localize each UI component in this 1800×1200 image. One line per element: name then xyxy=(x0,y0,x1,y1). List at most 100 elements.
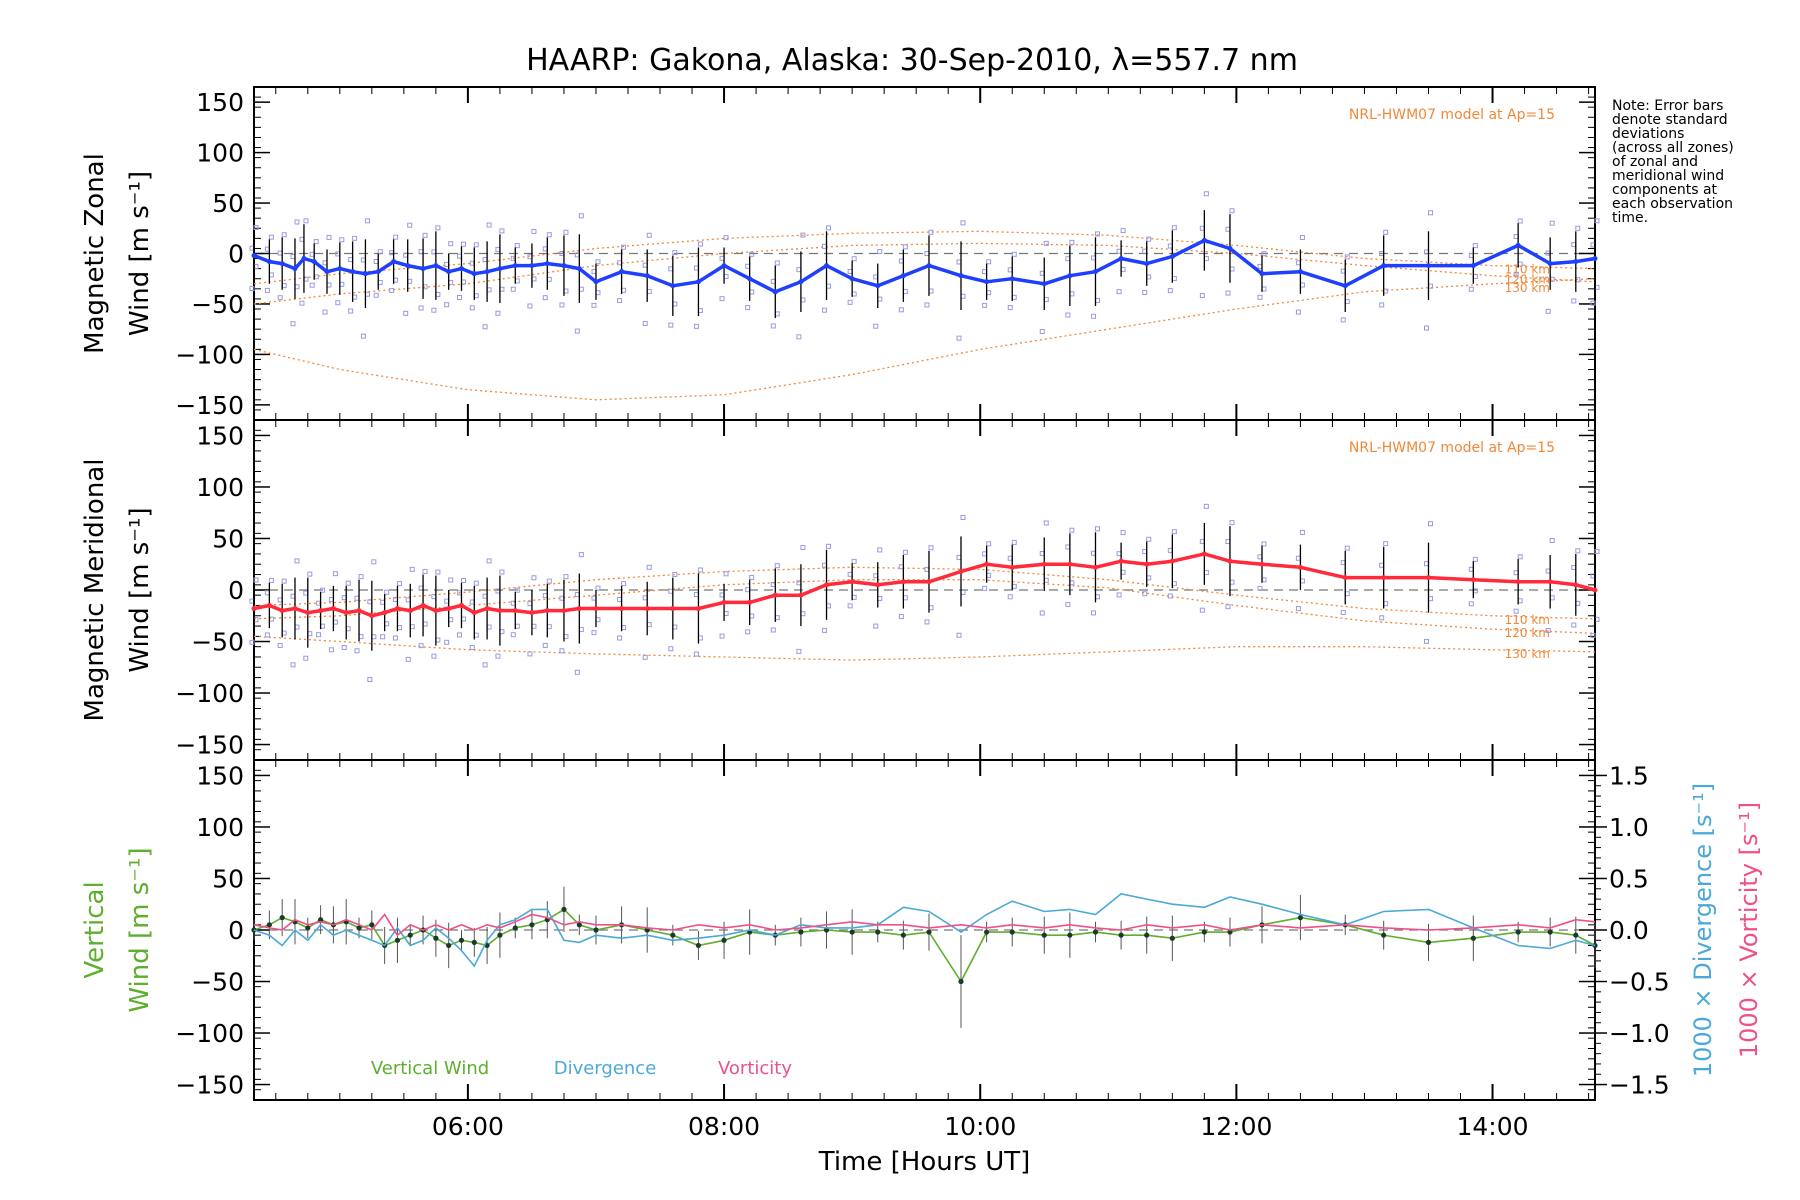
meridional-model-curve xyxy=(253,579,1596,634)
meridional-model-curve xyxy=(253,635,1596,661)
legend-vertical-wind: Vertical Wind xyxy=(371,1058,489,1079)
meridional-scatter-point xyxy=(531,575,537,581)
meridional-scatter-point xyxy=(986,541,992,547)
zonal-wind-point xyxy=(747,276,753,282)
meridional-wind-point xyxy=(593,606,599,612)
zonal-scatter-point xyxy=(1295,309,1301,315)
meridional-scatter-point xyxy=(1383,541,1389,547)
zonal-wind-point xyxy=(900,273,906,279)
zonal-scatter-point xyxy=(617,298,623,304)
meridional-scatter-point xyxy=(341,644,347,650)
series-line-vorticity xyxy=(253,913,1596,937)
zonal-scatter-point xyxy=(486,222,492,228)
meridional-ytick-label: −100 xyxy=(175,679,244,708)
meridional-scatter-point xyxy=(320,587,326,593)
zonal-scatter-point xyxy=(495,310,501,316)
vertical-wind-point xyxy=(670,932,676,938)
meridional-scatter-point xyxy=(499,569,505,575)
zonal-scatter-point xyxy=(1069,239,1075,245)
zonal-scatter-point xyxy=(326,234,332,240)
vertical-wind-point xyxy=(1515,929,1521,935)
zonal-scatter-point xyxy=(1171,225,1177,231)
vertical-ytick-label: −150 xyxy=(175,1071,244,1100)
zonal-scatter-point xyxy=(563,229,569,235)
zonal-scatter-point xyxy=(253,225,259,231)
meridional-scatter-point xyxy=(409,566,415,572)
zonal-scatter-point xyxy=(693,323,699,329)
zonal-wind-point xyxy=(362,271,368,277)
vertical-y2tick-label: 1.0 xyxy=(1609,813,1649,842)
zonal-scatter-point xyxy=(1167,288,1173,294)
zonal-scatter-point xyxy=(277,295,283,301)
meridional-wind-point xyxy=(318,608,324,614)
vertical-wind-point xyxy=(695,942,702,949)
divergence-axis-label: 1000 × Divergence [s⁻¹] xyxy=(1689,783,1717,1077)
meridional-wind-point xyxy=(279,608,285,614)
meridional-scatter-point xyxy=(1513,608,1519,614)
vertical-wind-point xyxy=(1227,929,1233,935)
zonal-scatter-point xyxy=(1065,312,1071,318)
vertical-wind-point xyxy=(958,978,964,985)
zonal-wind-point xyxy=(458,266,464,272)
zonal-wind-point xyxy=(1547,261,1553,267)
zonal-scatter-point xyxy=(982,302,988,308)
zonal-wind-point xyxy=(375,269,381,275)
meridional-scatter-point xyxy=(495,653,501,659)
meridional-wind-point xyxy=(330,606,336,612)
zonal-scatter-point xyxy=(313,239,319,245)
meridional-wind-point xyxy=(1342,575,1348,581)
meridional-scatter-point xyxy=(380,634,386,640)
note-line-9: time. xyxy=(1612,210,1648,226)
zonal-wind-point xyxy=(1144,261,1150,267)
note-line-2: denote standard xyxy=(1612,112,1728,128)
meridional-scatter-point xyxy=(796,648,802,654)
meridional-wind-point xyxy=(644,606,650,612)
zonal-scatter-point xyxy=(1203,191,1209,197)
meridional-scatter-point xyxy=(307,571,313,577)
zonal-wind-point xyxy=(670,283,676,289)
zonal-scatter-point xyxy=(473,242,479,248)
zonal-wind-point xyxy=(433,263,439,269)
meridional-scatter-point xyxy=(774,563,780,569)
meridional-ytick-label: 150 xyxy=(196,421,244,450)
zonal-wind-point xyxy=(405,263,411,269)
vertical-wind-point xyxy=(305,925,311,931)
zonal-scatter-point xyxy=(672,249,678,255)
vertical-y2tick-label: −1.0 xyxy=(1609,1019,1670,1048)
vertical-wind-point xyxy=(512,925,518,931)
zonal-ytick-label: −50 xyxy=(191,290,244,319)
vorticity-axis-label: 1000 × Vorticity [s⁻¹] xyxy=(1735,802,1763,1058)
meridional-scatter-point xyxy=(1517,554,1523,560)
zonal-scatter-point xyxy=(723,235,729,241)
meridional-scatter-point xyxy=(1171,529,1177,535)
meridional-wind-point xyxy=(670,606,676,612)
zonal-scatter-point xyxy=(1590,300,1596,306)
meridional-wind-point xyxy=(1118,558,1124,564)
legend-vorticity: Vorticity xyxy=(718,1058,792,1079)
zonal-scatter-point xyxy=(303,218,309,224)
meridional-wind-point xyxy=(926,579,932,585)
zonal-wind-point xyxy=(875,283,881,289)
zonal-scatter-point xyxy=(956,335,962,341)
zonal-scatter-point xyxy=(1257,294,1263,300)
zonal-wind-point xyxy=(292,266,298,272)
zonal-scatter-point xyxy=(928,229,934,235)
vertical-y2tick-label: 0.5 xyxy=(1609,864,1649,893)
xtick-label: 08:00 xyxy=(688,1112,760,1141)
meridional-scatter-point xyxy=(1379,615,1385,621)
zonal-ytick-label: 0 xyxy=(228,240,244,269)
meridional-scatter-point xyxy=(392,635,398,641)
zonal-scatter-point xyxy=(264,287,270,293)
zonal-wind-point xyxy=(544,261,550,267)
zonal-scatter-point xyxy=(1007,305,1013,311)
meridional-scatter-point xyxy=(448,577,454,583)
zonal-scatter-point xyxy=(796,334,802,340)
vertical-wind-point xyxy=(849,929,855,935)
zonal-scatter-point xyxy=(1427,210,1433,216)
note-line-7: components at xyxy=(1612,182,1718,198)
meridional-scatter-point xyxy=(1427,521,1433,527)
zonal-scatter-point xyxy=(364,218,370,224)
vertical-wind-point xyxy=(497,932,503,938)
meridional-wind-point xyxy=(798,592,804,598)
meridional-wind-point xyxy=(721,599,727,605)
